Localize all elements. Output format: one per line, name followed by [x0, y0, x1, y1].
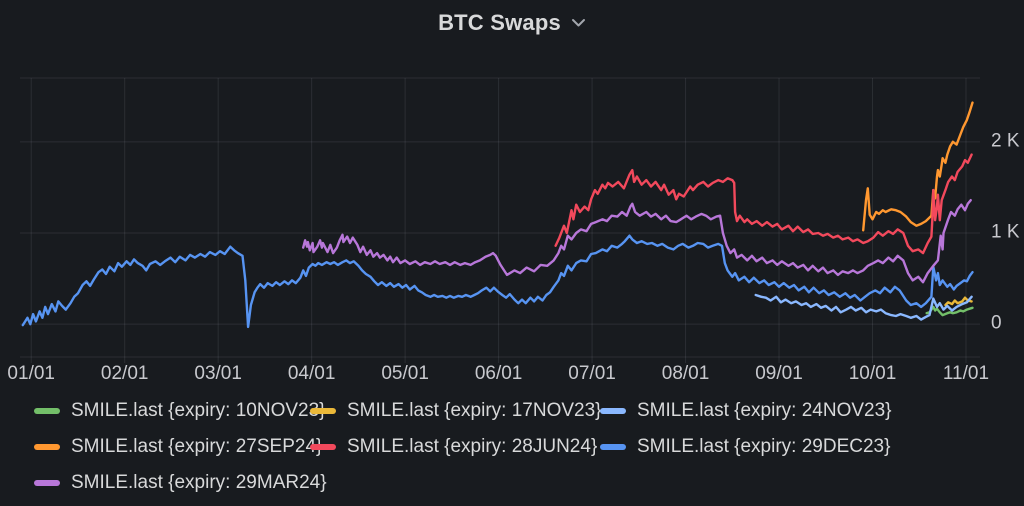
x-axis-label: 09/01	[755, 363, 803, 384]
panel-header[interactable]: BTC Swaps	[0, 8, 1024, 38]
legend-marker-icon	[310, 443, 336, 450]
x-axis-label: 04/01	[287, 363, 336, 384]
legend-marker-icon	[310, 407, 336, 414]
x-axis-label: 06/01	[474, 363, 523, 384]
x-axis-label: 10/01	[848, 363, 897, 384]
legend-marker-icon	[600, 407, 626, 414]
x-axis-label: 08/01	[661, 363, 710, 384]
legend-item-28JUN24[interactable]: SMILE.last {expiry: 28JUN24}	[310, 435, 600, 458]
y-axis-label: 1 K	[991, 221, 1020, 243]
legend-item-17NOV23[interactable]: SMILE.last {expiry: 17NOV23}	[310, 399, 602, 422]
panel-title: BTC Swaps	[438, 10, 561, 35]
series-line-10NOV23	[925, 305, 974, 317]
series-line-24NOV23	[754, 293, 973, 321]
y-axis-label: 0	[991, 312, 1002, 334]
series-line-28JUN24	[554, 153, 973, 255]
x-axis-label: 02/01	[100, 363, 149, 384]
legend-marker-icon	[600, 443, 626, 450]
legend-item-10NOV23[interactable]: SMILE.last {expiry: 10NOV23}	[34, 399, 326, 422]
legend-marker-icon	[34, 407, 60, 414]
legend-label: SMILE.last {expiry: 27SEP24}	[71, 435, 323, 457]
legend-item-27SEP24[interactable]: SMILE.last {expiry: 27SEP24}	[34, 435, 322, 458]
x-axis-label: 07/01	[568, 363, 616, 384]
y-axis-label: 2 K	[991, 130, 1020, 152]
x-axis-label: 11/01	[942, 363, 990, 384]
x-axis-label: 03/01	[194, 363, 242, 384]
x-axis-label: 05/01	[381, 363, 429, 384]
legend-label: SMILE.last {expiry: 10NOV23}	[71, 399, 326, 421]
legend-label: SMILE.last {expiry: 17NOV23}	[347, 399, 602, 421]
x-axis-label: 01/01	[7, 363, 55, 384]
legend: SMILE.last {expiry: 10NOV23} SMILE.last {…	[34, 399, 892, 494]
legend-label: SMILE.last {expiry: 29DEC23}	[637, 435, 891, 457]
legend-marker-icon	[34, 443, 60, 450]
legend-item-29MAR24[interactable]: SMILE.last {expiry: 29MAR24}	[34, 471, 327, 494]
x-axis: 01/01 02/01 03/01 04/01 05/01 06/01 07/01 08/01…	[0, 363, 1024, 389]
legend-label: SMILE.last {expiry: 24NOV23}	[637, 399, 892, 421]
chevron-down-icon	[571, 19, 585, 27]
legend-marker-icon	[34, 479, 60, 486]
legend-label: SMILE.last {expiry: 29MAR24}	[71, 471, 327, 493]
y-axis: 0 1 K 2 K	[991, 0, 1024, 506]
series-line-17NOV23	[944, 296, 973, 307]
legend-item-24NOV23[interactable]: SMILE.last {expiry: 24NOV23}	[600, 399, 892, 422]
series-line-29MAR24	[302, 198, 972, 284]
legend-label: SMILE.last {expiry: 28JUN24}	[347, 435, 598, 457]
legend-item-29DEC23[interactable]: SMILE.last {expiry: 29DEC23}	[600, 435, 892, 458]
series-line-29DEC23	[21, 234, 974, 329]
